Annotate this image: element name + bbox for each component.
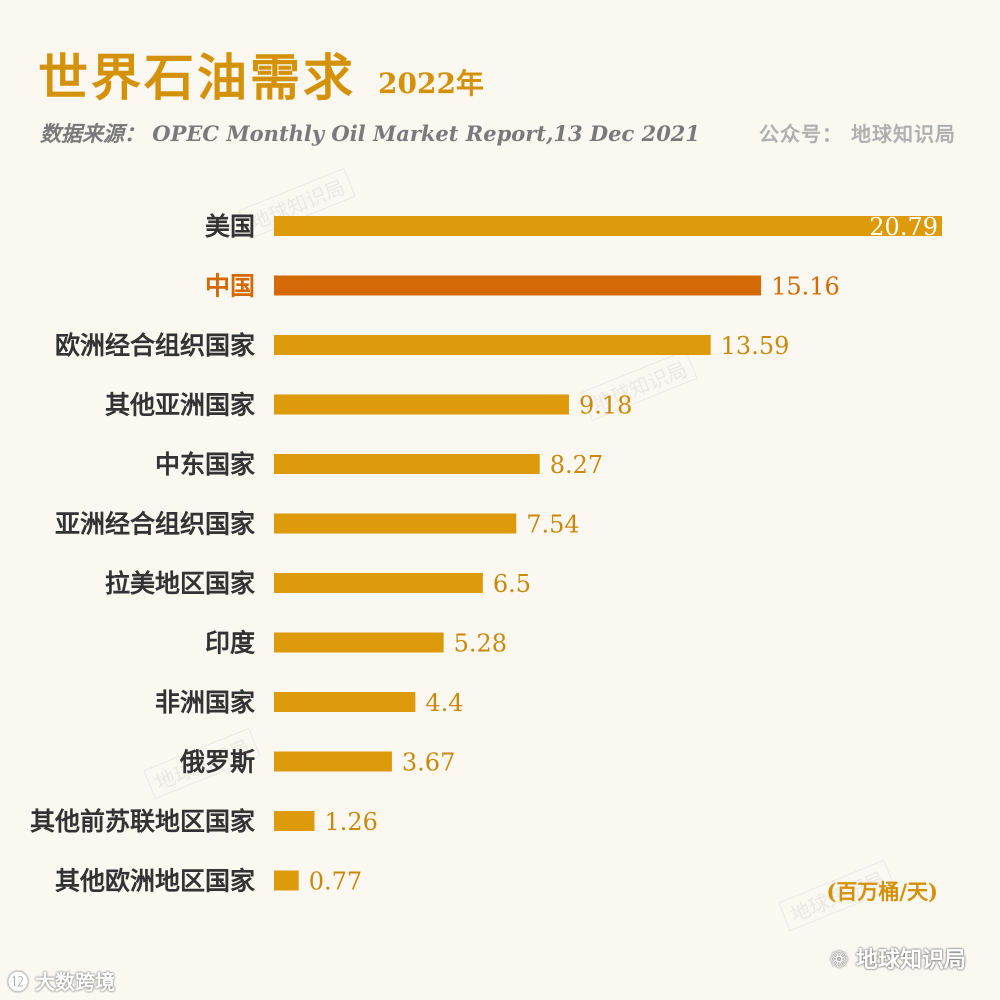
bar xyxy=(274,275,762,296)
value-label: 20.79 xyxy=(869,213,938,241)
footer-left-watermark: ⓬ 大数跨境 xyxy=(8,970,115,994)
category-label: 欧洲经合组织国家 xyxy=(55,331,255,360)
bar xyxy=(274,394,569,415)
chart-year: 2022年 xyxy=(378,67,484,100)
value-label: 13.59 xyxy=(721,332,790,360)
value-label: 6.5 xyxy=(493,570,531,598)
value-label: 5.28 xyxy=(454,630,507,658)
bar xyxy=(274,870,299,891)
chart-title: 世界石油需求 xyxy=(38,48,356,107)
bar xyxy=(274,573,483,593)
bar xyxy=(274,335,711,355)
account-credit: 公众号： 地球知识局 xyxy=(759,122,956,146)
category-label: 亚洲经合组织国家 xyxy=(55,510,255,539)
category-label: 俄罗斯 xyxy=(179,748,255,777)
value-label: 4.4 xyxy=(425,689,463,717)
unit-label: (百万桶/天) xyxy=(826,879,938,904)
value-label: 9.18 xyxy=(579,392,632,420)
value-label: 1.26 xyxy=(324,808,377,836)
bar xyxy=(274,811,315,831)
value-label: 7.54 xyxy=(526,511,579,539)
bar xyxy=(274,692,416,712)
bar xyxy=(274,216,942,236)
value-label: 8.27 xyxy=(550,451,603,479)
value-label: 3.67 xyxy=(402,749,455,777)
category-label: 中东国家 xyxy=(155,450,255,479)
category-label: 印度 xyxy=(205,629,255,658)
bar xyxy=(274,632,444,653)
value-label: 0.77 xyxy=(309,868,362,896)
category-label: 非洲国家 xyxy=(155,688,255,717)
bar xyxy=(274,513,517,534)
category-label: 中国 xyxy=(205,272,255,301)
category-label: 其他欧洲地区国家 xyxy=(55,867,255,896)
category-label: 其他亚洲国家 xyxy=(105,391,255,420)
value-label: 15.16 xyxy=(771,273,840,301)
bar xyxy=(274,751,392,772)
category-label: 拉美地区国家 xyxy=(105,569,255,598)
category-label: 其他前苏联地区国家 xyxy=(30,807,255,836)
category-label: 美国 xyxy=(205,212,255,241)
footer-right-watermark: ❁ 地球知识局 xyxy=(829,948,966,973)
bar xyxy=(274,454,540,474)
data-source: 数据来源： OPEC Monthly Oil Market Report,13 … xyxy=(40,121,701,146)
